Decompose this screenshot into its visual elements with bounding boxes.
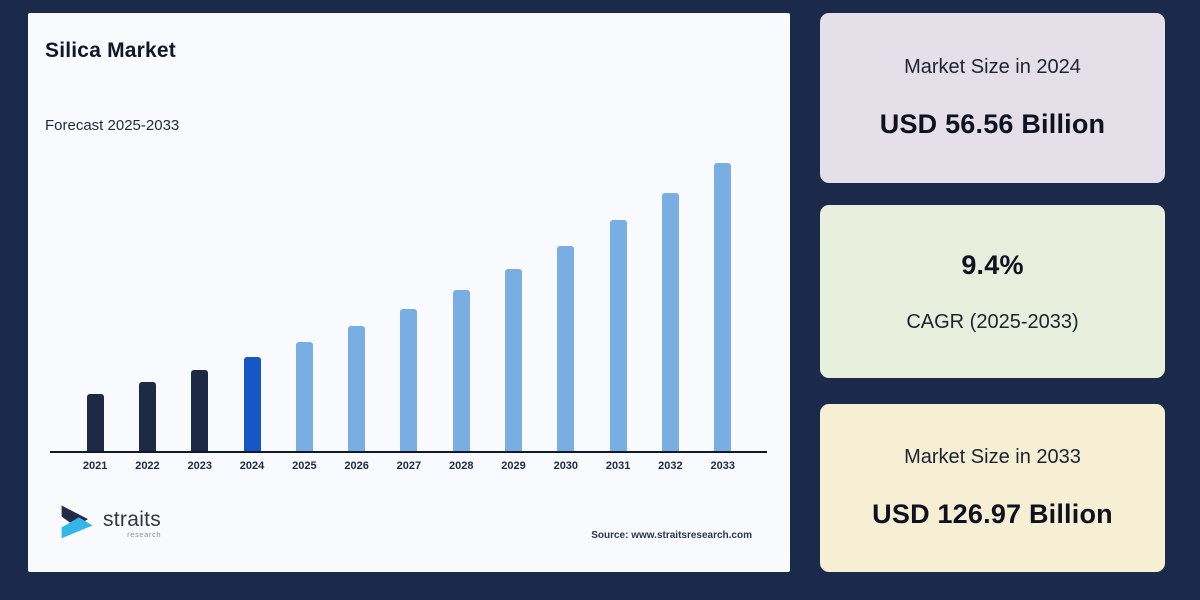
card-market-size-2024-value: USD 56.56 Billion [879, 109, 1106, 139]
bar-column-2029: 2029 [487, 151, 539, 472]
bar-column-2022: 2022 [121, 151, 173, 472]
bar-2028 [452, 290, 470, 451]
logo-text: straits research [103, 509, 161, 539]
chart-panel: Silica Market Forecast 2025-2033 2021 202… [28, 13, 790, 572]
x-tick-label-2026: 2026 [344, 460, 369, 472]
bar-2021 [86, 394, 104, 451]
x-tick-label-2027: 2027 [396, 460, 422, 472]
card-cagr-label: CAGR (2025-2033) [906, 310, 1079, 333]
x-tick-label-2031: 2031 [605, 460, 631, 472]
bar-column-2026: 2026 [330, 151, 382, 472]
straits-research-logo: straits research [58, 501, 161, 546]
page-title: Silica Market [45, 39, 176, 62]
bar-2029 [505, 269, 523, 451]
logo-name: straits [103, 507, 162, 531]
x-tick-label-2023: 2023 [187, 460, 212, 472]
source-text: Source: www.straitsresearch.com [591, 530, 752, 541]
logo-mark-icon [58, 501, 98, 546]
x-tick-label-2025: 2025 [292, 460, 317, 472]
bar-2033 [714, 163, 732, 451]
stat-cards: Market Size in 2024 USD 56.56 Billion 9.… [820, 0, 1165, 600]
card-market-size-2033-value: USD 126.97 Billion [872, 499, 1113, 529]
bar-2030 [557, 246, 575, 451]
x-tick-label-2033: 2033 [710, 460, 735, 472]
x-tick-label-2032: 2032 [658, 460, 683, 472]
bar-column-2025: 2025 [278, 151, 330, 472]
card-cagr-value: 9.4% [961, 249, 1024, 280]
x-tick-label-2021: 2021 [82, 460, 108, 472]
forecast-subtitle: Forecast 2025-2033 [45, 117, 180, 134]
x-tick-label-2029: 2029 [501, 460, 526, 472]
bar-column-2027: 2027 [383, 151, 435, 472]
x-tick-label-2022: 2022 [135, 460, 160, 472]
bar-2027 [400, 309, 418, 451]
card-market-size-2024-label: Market Size in 2024 [904, 56, 1081, 78]
card-cagr: 9.4% CAGR (2025-2033) [820, 205, 1165, 378]
bar-column-2028: 2028 [435, 151, 487, 472]
x-tick-label-2028: 2028 [448, 460, 474, 472]
logo-subname: research [127, 529, 162, 539]
bar-column-2033: 2033 [697, 151, 749, 472]
bar-2023 [191, 370, 209, 451]
bar-column-2024: 2024 [226, 151, 278, 472]
card-market-size-2024: Market Size in 2024 USD 56.56 Billion [820, 13, 1165, 183]
x-tick-label-2030: 2030 [553, 460, 579, 472]
bar-column-2021: 2021 [69, 151, 121, 472]
bar-column-2032: 2032 [644, 151, 696, 472]
bar-2031 [609, 220, 627, 451]
bar-2022 [138, 382, 156, 451]
bar-2024 [243, 357, 261, 451]
bar-column-2030: 2030 [540, 151, 592, 472]
bar-column-2031: 2031 [592, 151, 644, 472]
bar-chart-plot: 2021 2022 2023 2024 2025 2026 2027 2028 2029 2030… [50, 151, 767, 472]
card-market-size-2033-label: Market Size in 2033 [904, 446, 1081, 468]
card-market-size-2033: Market Size in 2033 USD 126.97 Billion [820, 404, 1165, 572]
bar-2026 [348, 326, 366, 451]
bar-2025 [295, 342, 313, 451]
bar-column-2023: 2023 [174, 151, 226, 472]
x-tick-label-2024: 2024 [239, 460, 265, 472]
bar-2032 [661, 193, 679, 451]
